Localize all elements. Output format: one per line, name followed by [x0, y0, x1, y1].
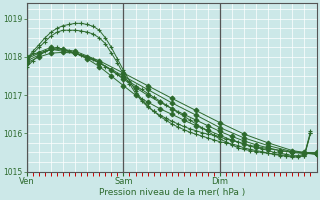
X-axis label: Pression niveau de la mer( hPa ): Pression niveau de la mer( hPa )	[99, 188, 245, 197]
